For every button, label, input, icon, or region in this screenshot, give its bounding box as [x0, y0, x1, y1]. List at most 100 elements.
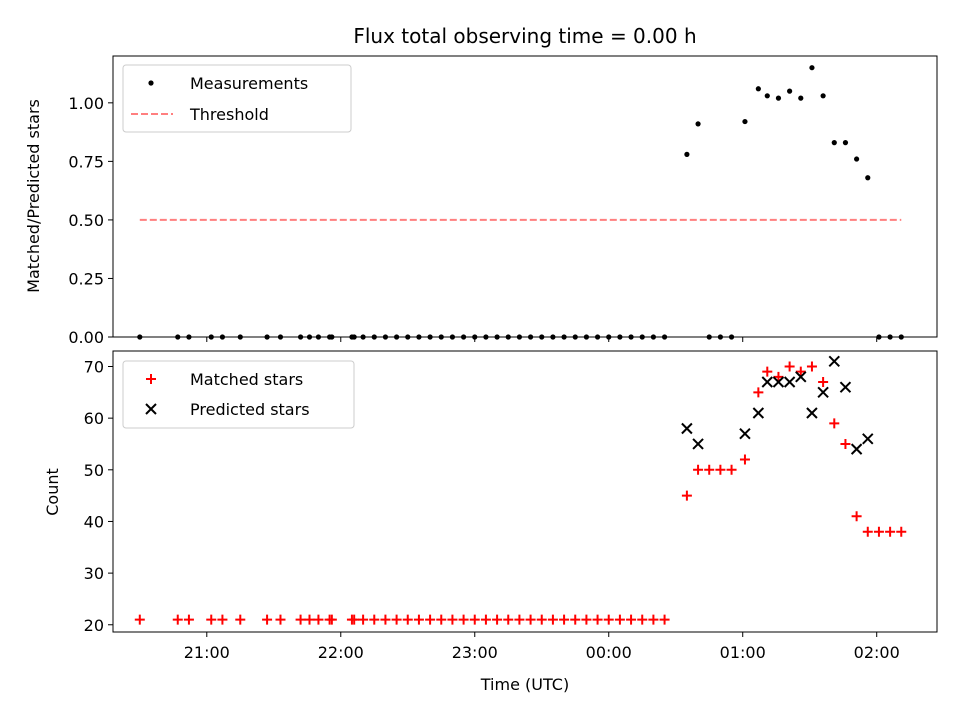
measurement-point	[755, 86, 761, 92]
measurement-point	[809, 65, 815, 71]
predicted-stars-point	[761, 376, 773, 388]
matched-stars-point	[503, 614, 514, 625]
top-y-tick-label: 0.50	[68, 211, 104, 230]
matched-stars-point	[172, 614, 183, 625]
chart-title: Flux total observing time = 0.00 h	[353, 24, 696, 48]
matched-stars-point	[603, 614, 614, 625]
predicted-stars-point	[817, 386, 829, 399]
measurements-legend-marker	[148, 80, 154, 86]
matched-stars-point	[885, 526, 896, 537]
matched-stars-point	[818, 376, 829, 387]
matched-stars-point	[402, 614, 413, 625]
bottom-y-tick-label: 70	[84, 357, 104, 376]
matched-stars-point	[313, 614, 324, 625]
x-tick-label: 21:00	[184, 643, 230, 662]
matched-stars-point	[391, 614, 402, 625]
x-tick-label: 23:00	[452, 643, 498, 662]
matched-legend-marker	[146, 374, 156, 384]
matched-stars-point	[840, 438, 851, 449]
matched-stars-point	[295, 614, 306, 625]
legend-label-threshold: Threshold	[189, 105, 269, 124]
matched-stars-point	[873, 526, 884, 537]
matched-stars-point	[693, 464, 704, 475]
matched-stars-point	[739, 454, 750, 465]
top-legend-frame	[122, 64, 352, 133]
matched-stars-point	[183, 614, 194, 625]
predicted-stars-point	[850, 443, 863, 455]
x-axis-label: Time (UTC)	[480, 675, 569, 694]
measurement-point	[742, 118, 748, 125]
measurement-point	[831, 140, 837, 146]
matched-stars-point	[829, 418, 840, 429]
measurement-point	[865, 175, 871, 181]
matched-stars-point	[637, 614, 648, 625]
predicted-stars-point	[862, 433, 874, 445]
predicted-stars-point	[828, 355, 840, 368]
measurement-point	[695, 121, 701, 127]
matched-stars-point	[425, 614, 436, 625]
matched-stars-point	[380, 614, 391, 625]
matched-stars-point	[349, 614, 360, 625]
bottom-y-tick-label: 30	[84, 564, 104, 583]
matched-stars-point	[369, 614, 380, 625]
matched-stars-point	[862, 526, 873, 537]
matched-stars-point	[851, 511, 862, 522]
bottom-legend: Matched stars Predicted stars	[122, 360, 355, 429]
matched-stars-point	[559, 614, 570, 625]
bottom-y-tick-label: 20	[84, 616, 104, 635]
x-tick-label: 02:00	[854, 643, 900, 662]
top-y-tick-label: 0.25	[68, 269, 104, 288]
measurement-point	[854, 156, 860, 162]
matched-stars-point	[648, 614, 659, 625]
matched-stars-point	[134, 614, 145, 625]
legend-label-predicted: Predicted stars	[190, 400, 310, 419]
matched-stars-point	[581, 614, 592, 625]
predicted-stars-point	[772, 376, 785, 388]
top-plot-area: 0.00 0.25 0.50 0.75 1.00	[68, 55, 938, 347]
x-tick-label: 00:00	[586, 643, 632, 662]
legend-label-measurements: Measurements	[190, 74, 308, 93]
matched-stars-point	[704, 464, 715, 475]
matched-stars-point	[896, 526, 907, 537]
measurement-point	[842, 140, 849, 146]
measurement-point	[798, 95, 804, 101]
measurement-point	[775, 95, 782, 101]
matched-stars-point	[773, 371, 784, 382]
legend-label-matched: Matched stars	[190, 370, 303, 389]
bottom-plot-area: 20 30 40 50 60 70 21:00 22:00 23:00 00:00 01:00 02:…	[84, 350, 938, 662]
bottom-series-matched-stars	[134, 361, 907, 625]
predicted-stars-point	[795, 371, 807, 383]
matched-stars-point	[492, 614, 503, 625]
matched-stars-point	[784, 361, 795, 372]
measurement-point	[787, 88, 793, 94]
matched-stars-point	[469, 614, 480, 625]
top-y-tick-label: 1.00	[68, 94, 104, 113]
matched-stars-point	[262, 614, 273, 625]
bottom-series-predicted-stars	[681, 355, 874, 455]
top-y-tick-label: 0.00	[68, 328, 104, 347]
matched-stars-point	[326, 614, 337, 625]
predicted-stars-point	[752, 407, 765, 419]
matched-stars-point	[304, 614, 315, 625]
matched-stars-point	[458, 614, 469, 625]
matched-stars-point	[592, 614, 603, 625]
matched-stars-point	[570, 614, 581, 625]
matched-stars-point	[715, 464, 726, 475]
matched-stars-point	[681, 490, 692, 501]
matched-stars-point	[614, 614, 625, 625]
predicted-stars-point	[783, 376, 796, 388]
bottom-y-axis-label: Count	[43, 468, 62, 516]
bottom-y-tick-label: 60	[84, 409, 104, 428]
matched-stars-point	[275, 614, 286, 625]
top-y-axis-label: Matched/Predicted stars	[24, 99, 43, 293]
matched-stars-point	[726, 464, 737, 475]
predicted-stars-point	[739, 427, 751, 440]
matched-stars-point	[514, 614, 525, 625]
matched-stars-point	[659, 614, 670, 625]
x-tick-label: 22:00	[318, 643, 364, 662]
matched-stars-point	[436, 614, 447, 625]
x-tick-label: 01:00	[720, 643, 766, 662]
matched-stars-point	[626, 614, 637, 625]
matched-stars-point	[206, 614, 217, 625]
